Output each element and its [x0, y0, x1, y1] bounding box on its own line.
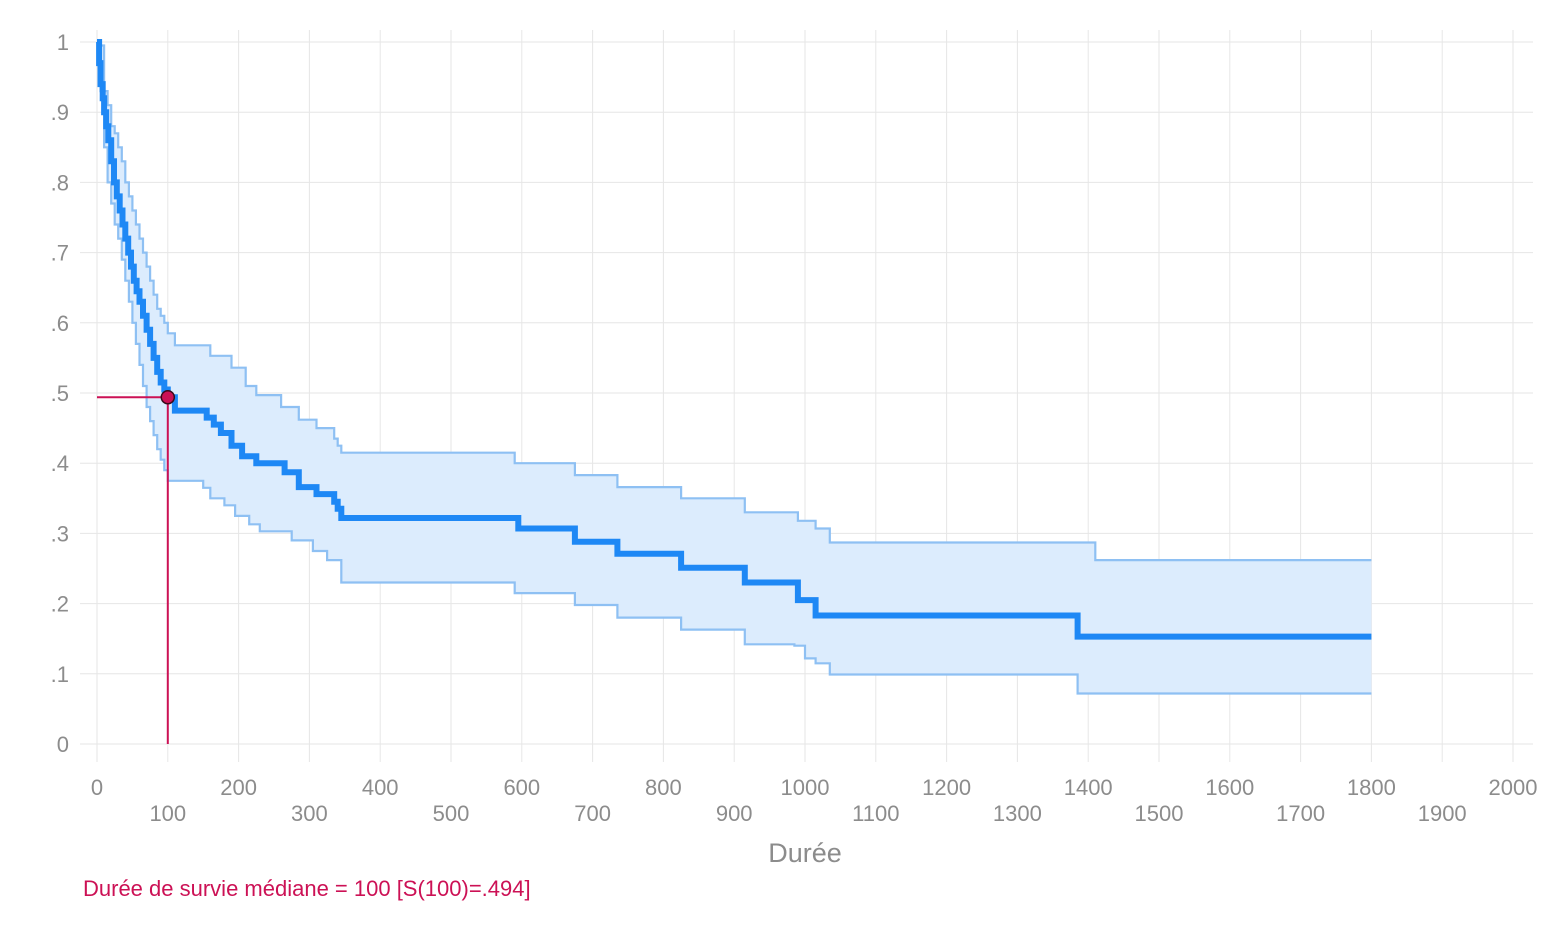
x-tick-label: 400 — [362, 775, 399, 800]
median-guides — [97, 396, 169, 744]
x-axis-ticks: 0 200 400 600 800 1000 1200 1400 1600 1800 2000 100… — [91, 775, 1538, 826]
median-point — [160, 389, 176, 405]
y-tick-label: 1 — [57, 30, 69, 55]
x-tick-label: 100 — [149, 801, 186, 826]
x-tick-label: 1300 — [993, 801, 1042, 826]
survival-curve — [96, 39, 1372, 640]
median-survival-note: Durée de survie médiane = 100 [S(100)=.4… — [83, 876, 531, 901]
x-tick-label: 700 — [574, 801, 611, 826]
x-tick-label: 1600 — [1205, 775, 1254, 800]
x-tick-label: 2000 — [1489, 775, 1538, 800]
y-tick-label: .8 — [51, 170, 69, 195]
survival-curve-group — [96, 39, 1372, 640]
ci-lower-line — [97, 40, 1372, 695]
x-tick-label: 1000 — [781, 775, 830, 800]
x-tick-label: 0 — [91, 775, 103, 800]
x-tick-label: 500 — [433, 801, 470, 826]
x-axis-title: Durée — [768, 838, 842, 868]
x-tick-label: 1400 — [1064, 775, 1113, 800]
ci-upper-line — [97, 40, 1372, 562]
x-tick-label: 1200 — [922, 775, 971, 800]
y-axis-ticks: 0 .1 .2 .3 .4 .5 .6 .7 .8 .9 1 — [51, 30, 69, 757]
x-tick-label: 1800 — [1347, 775, 1396, 800]
y-tick-label: .2 — [51, 592, 69, 617]
x-tick-label: 300 — [291, 801, 328, 826]
y-tick-label: .5 — [51, 381, 69, 406]
y-tick-label: .1 — [51, 662, 69, 687]
y-tick-label: .7 — [51, 241, 69, 266]
x-tick-label: 800 — [645, 775, 682, 800]
confidence-band-fill — [97, 42, 1372, 694]
x-tick-label: 1900 — [1418, 801, 1467, 826]
x-tick-label: 200 — [220, 775, 257, 800]
y-tick-label: .9 — [51, 100, 69, 125]
x-tick-label: 600 — [503, 775, 540, 800]
x-tick-label: 1700 — [1276, 801, 1325, 826]
y-tick-label: .4 — [51, 451, 69, 476]
x-tick-label: 900 — [716, 801, 753, 826]
y-tick-label: .3 — [51, 521, 69, 546]
confidence-band — [97, 40, 1372, 695]
y-tick-label: 0 — [57, 732, 69, 757]
x-tick-label: 1500 — [1135, 801, 1184, 826]
y-tick-label: .6 — [51, 311, 69, 336]
x-tick-label: 1100 — [852, 801, 899, 826]
